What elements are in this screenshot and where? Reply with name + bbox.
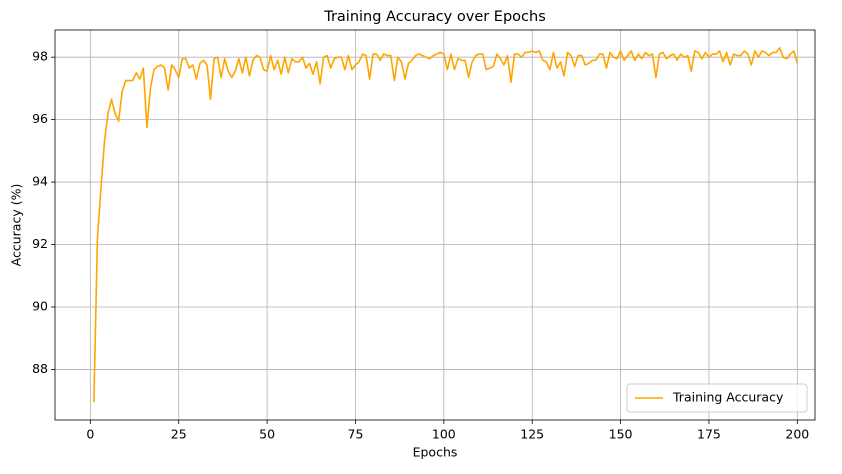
- y-tick-label: 88: [32, 361, 48, 376]
- x-tick-label: 75: [348, 427, 364, 442]
- x-tick-label: 25: [171, 427, 187, 442]
- x-tick-label: 150: [609, 427, 633, 442]
- chart-title: Training Accuracy over Epochs: [323, 9, 546, 25]
- y-tick-label: 98: [32, 49, 48, 64]
- x-axis-label: Epochs: [413, 445, 458, 460]
- y-tick-label: 90: [32, 298, 48, 313]
- y-tick-label: 96: [32, 111, 48, 126]
- data-line: [93, 47, 799, 403]
- x-tick-label: 50: [259, 427, 275, 442]
- x-tick-label: 125: [520, 427, 544, 442]
- y-tick-label: 92: [32, 236, 48, 251]
- x-tick-label: 100: [432, 427, 456, 442]
- plot-frame: [54, 29, 816, 421]
- y-axis-label: Accuracy (%): [9, 184, 24, 267]
- x-tick-label: 175: [697, 427, 721, 442]
- y-tick-label: 94: [32, 174, 48, 189]
- legend-box: [626, 383, 808, 413]
- x-tick-label: 0: [86, 427, 94, 442]
- x-tick-label: 200: [785, 427, 809, 442]
- legend-label: Training Accuracy: [672, 390, 784, 405]
